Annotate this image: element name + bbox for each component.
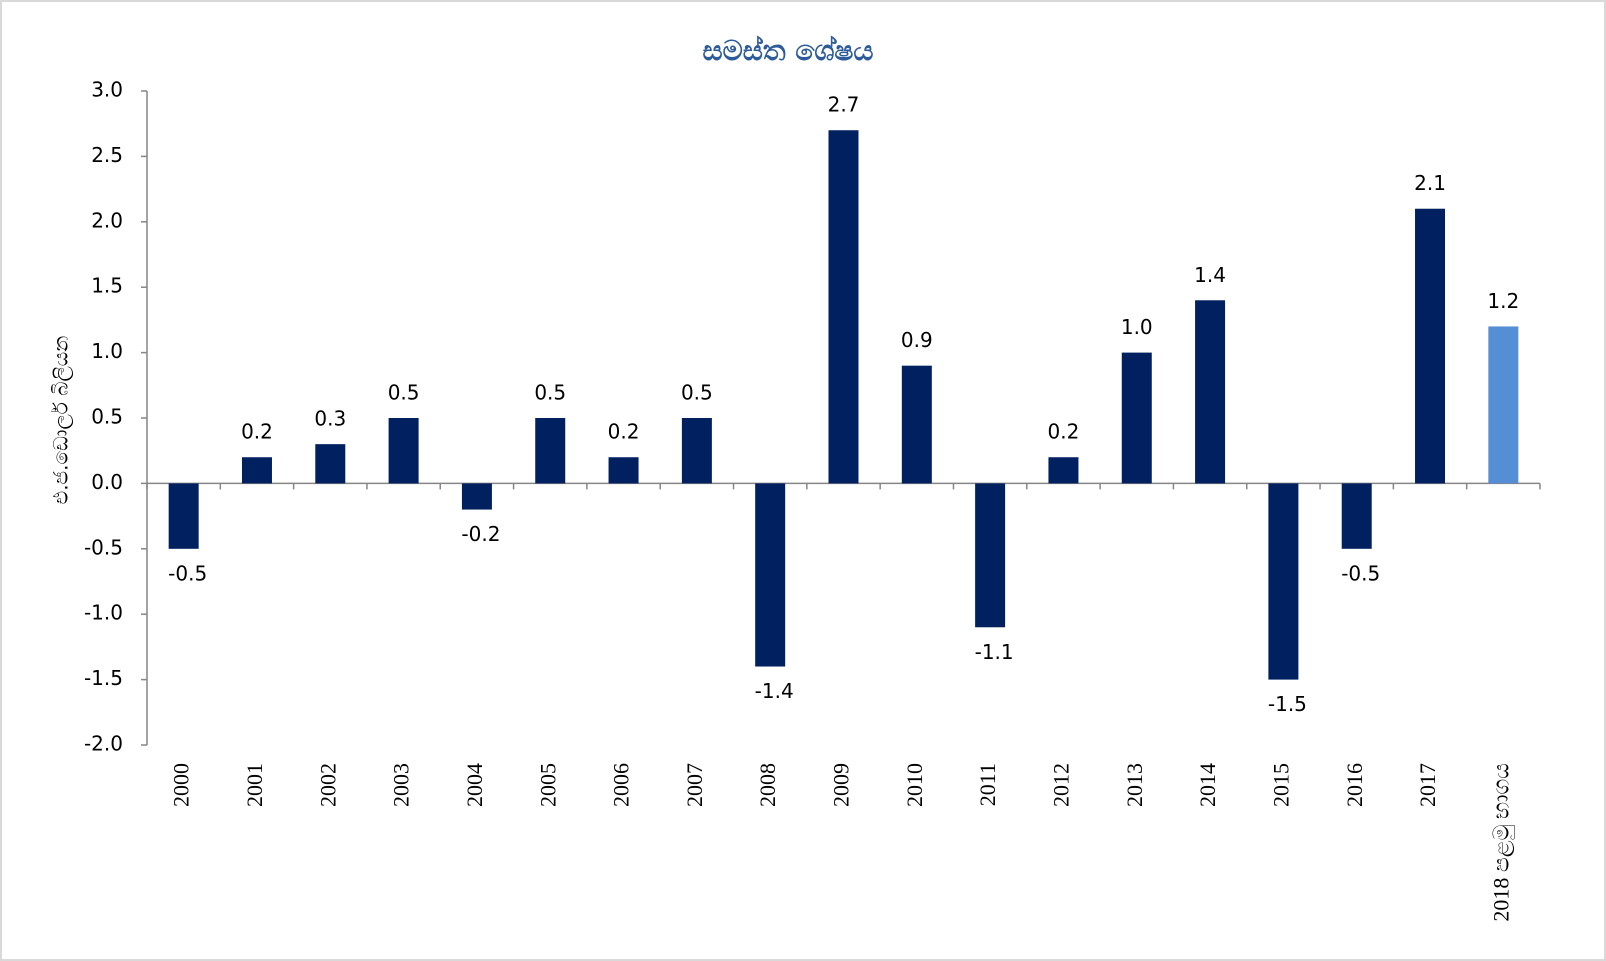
bar: [461, 483, 492, 510]
y-tick-label: 0.0: [91, 470, 123, 494]
bar: [975, 483, 1006, 628]
bar: [315, 444, 346, 484]
x-tick-label: 2012: [1048, 763, 1073, 807]
x-tick-label: 2018 පළමු භාගය: [1488, 763, 1515, 922]
y-tick-label: -0.5: [84, 535, 123, 559]
data-label: 0.2: [241, 420, 273, 444]
data-label: 0.9: [901, 328, 933, 352]
y-tick-label: 0.5: [91, 405, 123, 429]
x-tick-label: 2001: [242, 763, 267, 807]
y-axis-label: එ.ජ.ඩොලර් බිලියන: [49, 336, 74, 505]
bar: [755, 483, 786, 667]
y-tick-label: -1.5: [84, 666, 123, 690]
x-tick-label: 2007: [682, 763, 707, 807]
data-label: 1.2: [1487, 289, 1519, 313]
y-tick-label: -2.0: [84, 732, 123, 756]
y-tick-label: 2.0: [91, 208, 123, 232]
data-label: 0.5: [681, 381, 713, 405]
bar: [608, 457, 639, 484]
bar: [1195, 300, 1226, 484]
y-tick-label: 3.0: [91, 78, 123, 102]
x-tick-label: 2016: [1342, 763, 1367, 807]
data-label: 2.7: [828, 93, 860, 117]
data-label: -0.5: [1341, 561, 1380, 585]
x-tick-label: 2009: [829, 763, 854, 807]
y-tick-label: -1.0: [84, 601, 123, 625]
x-tick-label: 2015: [1268, 763, 1293, 807]
data-label: -0.2: [461, 522, 500, 546]
bar: [1268, 483, 1299, 680]
data-label: 0.2: [1048, 420, 1080, 444]
data-label: 0.2: [608, 420, 640, 444]
y-tick-label: 1.0: [91, 339, 123, 363]
bar: [681, 418, 712, 484]
bar: [168, 483, 199, 549]
bar: [388, 418, 419, 484]
data-label: 0.3: [314, 407, 346, 431]
x-tick-label: 2004: [462, 763, 487, 807]
x-tick-label: 2013: [1122, 763, 1147, 807]
x-tick-label: 2010: [902, 763, 927, 807]
y-tick-label: 1.5: [91, 274, 123, 298]
data-label: 1.0: [1121, 315, 1153, 339]
data-label: 1.4: [1194, 263, 1226, 287]
bar: [1488, 326, 1519, 484]
bar: [1415, 208, 1446, 484]
x-tick-label: 2005: [535, 763, 560, 807]
x-tick-label: 2008: [755, 763, 780, 807]
chart-title: සමස්ත ශේෂය: [702, 34, 873, 67]
bar: [535, 418, 566, 484]
data-label: 0.5: [388, 381, 420, 405]
bar: [241, 457, 272, 484]
data-label: -1.4: [755, 679, 794, 703]
bar: [828, 130, 859, 484]
y-tick-label: 2.5: [91, 143, 123, 167]
x-tick-label: 2000: [169, 763, 194, 807]
bar: [1341, 483, 1372, 549]
x-tick-label: 2006: [609, 763, 634, 807]
bar: [1048, 457, 1079, 484]
x-tick-label: 2011: [975, 763, 1000, 806]
x-tick-label: 2002: [315, 763, 340, 807]
data-label: -0.5: [168, 561, 207, 585]
data-label: 0.5: [534, 381, 566, 405]
x-tick-label: 2017: [1415, 763, 1440, 807]
data-label: 2.1: [1414, 171, 1446, 195]
x-tick-label: 2014: [1195, 763, 1220, 807]
data-label: -1.1: [975, 640, 1014, 664]
x-tick-label: 2003: [389, 763, 414, 807]
bar: [1121, 352, 1152, 484]
data-label: -1.5: [1268, 692, 1307, 716]
bar: [901, 365, 932, 484]
